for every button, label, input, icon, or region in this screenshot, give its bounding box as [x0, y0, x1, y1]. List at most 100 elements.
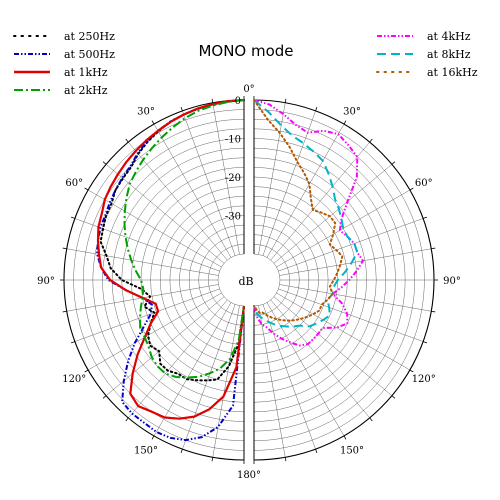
grid-spoke [182, 304, 236, 450]
grid-spoke [276, 292, 410, 371]
grid-spoke [262, 110, 316, 256]
grid-spoke [276, 189, 410, 268]
angle-tick [151, 435, 155, 440]
angle-tick [409, 187, 414, 191]
grid-spoke [279, 284, 432, 312]
angle-tick [431, 310, 436, 313]
angle-tick-label: 60° [65, 178, 83, 189]
grid-spoke [128, 299, 228, 419]
angle-tick-label: 150° [134, 446, 158, 457]
angle-tick-label: 0° [243, 84, 254, 95]
legend-label: at 2kHz [64, 84, 108, 97]
radial-unit-label: dB [238, 275, 253, 288]
chart-title: MONO mode [198, 42, 293, 60]
angle-tick-label: 180° [237, 470, 261, 481]
legend-label: at 1kHz [64, 66, 108, 79]
series-line-at-16khz [253, 99, 344, 322]
angle-tick-label: 120° [412, 374, 436, 385]
angle-tick [409, 369, 414, 373]
grid-spoke [212, 305, 240, 458]
legend-label: at 16kHz [427, 66, 478, 79]
legend-label: at 4kHz [427, 30, 471, 43]
angle-tick [70, 216, 75, 219]
series-line-at-4khz [253, 99, 364, 347]
series-line-at-250hz [99, 99, 245, 382]
angle-tick [70, 341, 75, 344]
angle-tick-label: 30° [343, 106, 361, 117]
grid-spoke [279, 248, 432, 276]
angle-tick [180, 449, 183, 454]
radial-tick-label: -30 [225, 212, 241, 223]
series-curves [96, 98, 364, 442]
grid-spoke [88, 189, 222, 268]
angle-tick [391, 395, 396, 399]
angle-tick [431, 247, 436, 250]
legend-left: at 250Hz at 500Hz at 1kHz at 2kHz [13, 30, 115, 97]
grid-spoke [212, 102, 240, 255]
grid-spoke [258, 102, 286, 255]
grid-spoke [278, 288, 424, 342]
angle-tick [125, 417, 129, 422]
grid-spoke [74, 288, 220, 342]
grid-spoke [153, 124, 232, 258]
radial-tick-label: -20 [225, 173, 241, 184]
angle-tick [62, 310, 67, 313]
angle-tick [102, 161, 107, 165]
angle-tick-label: 60° [415, 178, 433, 189]
grid-spoke [88, 292, 222, 371]
angle-tick [315, 449, 318, 454]
grid-spoke [266, 302, 345, 436]
grid-spoke [74, 218, 220, 272]
series-line-at-1khz [96, 98, 246, 420]
angle-tick [84, 369, 89, 373]
angle-tick-label: 90° [443, 276, 461, 287]
legend-label: at 500Hz [64, 48, 115, 61]
grid-spoke [273, 164, 393, 264]
series-line-at-2khz [123, 99, 245, 379]
angle-tick [125, 138, 129, 143]
angle-tick-label: 90° [37, 276, 55, 287]
angle-tick [180, 106, 183, 111]
axis-labels: 0° 30° 60° 90° 120° 150° 180° 30° 60° 90° 120° 150°… [37, 84, 461, 481]
series-line-at-8khz [253, 99, 359, 328]
angle-tick [369, 138, 373, 143]
angle-tick [211, 457, 214, 462]
grid-spoke [182, 110, 236, 256]
grid-spoke [66, 248, 219, 276]
legend-right: at 4kHz at 8kHz at 16kHz [376, 30, 478, 79]
angle-tick [211, 98, 214, 103]
grid-spoke [258, 305, 286, 458]
angle-tick [423, 216, 428, 219]
angle-tick-label: 150° [340, 446, 364, 457]
angle-tick [284, 457, 287, 462]
grid-spoke [262, 304, 316, 450]
grid-spoke [128, 141, 228, 261]
angle-tick [423, 341, 428, 344]
grid-spoke [153, 302, 232, 436]
radial-tick-label: 0 [235, 96, 241, 107]
angle-tick [151, 120, 155, 125]
legend-label: at 8kHz [427, 48, 471, 61]
angle-tick [84, 187, 89, 191]
angle-tick-label: 120° [62, 374, 86, 385]
angle-tick [369, 417, 373, 422]
angle-tick [315, 106, 318, 111]
grid-spoke [273, 296, 393, 396]
grid-spoke [266, 124, 345, 258]
angle-tick [62, 247, 67, 250]
grid-spoke [105, 296, 225, 396]
radial-tick-label: -10 [225, 135, 241, 146]
angle-tick [343, 120, 347, 125]
grid-spoke [278, 218, 424, 272]
grid-spoke [270, 141, 370, 261]
angle-tick-label: 30° [137, 106, 155, 117]
angle-tick [102, 395, 107, 399]
angle-tick [391, 161, 396, 165]
grid-ring [253, 253, 281, 307]
angle-tick [343, 435, 347, 440]
grid-spoke [105, 164, 225, 264]
angle-tick [284, 98, 287, 103]
legend-label: at 250Hz [64, 30, 115, 43]
grid-spoke [270, 299, 370, 419]
